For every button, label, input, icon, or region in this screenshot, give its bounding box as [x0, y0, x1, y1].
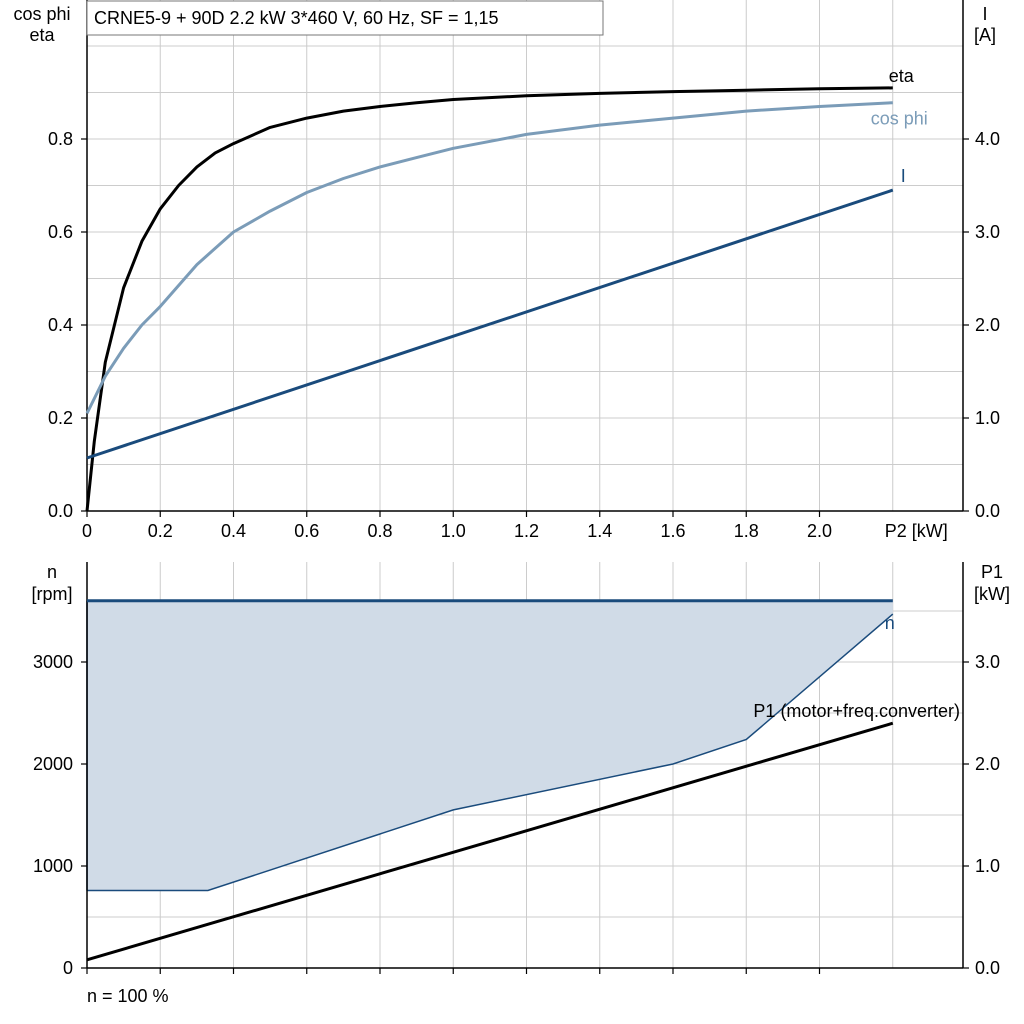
y-tick-label-right: 3.0 — [975, 222, 1000, 242]
x-axis-label: P2 [kW] — [885, 521, 948, 541]
efficiency-current-panel: 0.0 0.2 0.4 0.6 0.8 0.0 1.0 2.0 3.0 4.0 0 0.2 0.4 0.6… — [13, 0, 1000, 541]
y-tick-label-left: 2000 — [33, 754, 73, 774]
y-axis-label-left: [rpm] — [31, 584, 72, 604]
x-tick-label: 0.4 — [221, 521, 246, 541]
x-tick-label: 1.8 — [734, 521, 759, 541]
x-tick-label: 1.4 — [587, 521, 612, 541]
y-tick-label-left: 1000 — [33, 856, 73, 876]
y-axis-label-right: P1 — [981, 562, 1003, 582]
y-axis-label-right: I — [982, 4, 987, 24]
y-tick-label-left: 0.6 — [48, 222, 73, 242]
series-label: cos phi — [871, 109, 928, 129]
x-tick-label: 0.2 — [148, 521, 173, 541]
x-tick-label: 0.8 — [367, 521, 392, 541]
y-tick-label-right: 1.0 — [975, 856, 1000, 876]
series-label: n — [885, 613, 895, 633]
y-axis-label-left: cos phi — [13, 4, 70, 24]
x-tick-label: 2.0 — [807, 521, 832, 541]
title-box — [86, 0, 604, 36]
y-tick-label-left: 0 — [63, 958, 73, 978]
y-tick-label-left: 0.8 — [48, 129, 73, 149]
plot-area — [87, 0, 963, 511]
y-tick-label-right: 1.0 — [975, 408, 1000, 428]
operating-range-lower-bound — [87, 613, 894, 892]
series-line-i — [86, 188, 894, 460]
series-line-cos-phi — [85, 101, 893, 415]
series-label: eta — [889, 66, 915, 86]
x-tick-label: 1.6 — [660, 521, 685, 541]
y-tick-label-right: 0.0 — [975, 958, 1000, 978]
chart-title: CRNE5-9 + 90D 2.2 kW 3*460 V, 60 Hz, SF … — [94, 8, 499, 28]
series-label: P1 (motor+freq.converter) — [753, 701, 960, 721]
y-axis-label-right: [kW] — [974, 584, 1010, 604]
x-tick-label: 1.2 — [514, 521, 539, 541]
y-tick-label-right: 2.0 — [975, 754, 1000, 774]
operating-range-area — [87, 600, 893, 891]
y-tick-label-right: 2.0 — [975, 315, 1000, 335]
y-axis-label-right: [A] — [974, 25, 996, 45]
x-tick-label: 0 — [82, 521, 92, 541]
speed-power-panel: 01000200030000.01.02.03.0n[rpm]P1[kW]nP1… — [31, 562, 1010, 1006]
series-line-p1 — [86, 721, 894, 962]
y-tick-label-right: 4.0 — [975, 129, 1000, 149]
y-tick-label-right: 0.0 — [975, 501, 1000, 521]
y-tick-label-left: 0.4 — [48, 315, 73, 335]
speed-footnote: n = 100 % — [87, 986, 169, 1006]
y-tick-label-left: 0.2 — [48, 408, 73, 428]
x-tick-label: 1.0 — [441, 521, 466, 541]
y-axis-label-left: n — [47, 562, 57, 582]
y-tick-label-left: 3000 — [33, 652, 73, 672]
y-tick-label-right: 3.0 — [975, 652, 1000, 672]
y-tick-label-left: 0.0 — [48, 501, 73, 521]
series-label: I — [901, 166, 906, 186]
series-line-eta — [85, 86, 893, 512]
x-tick-label: 0.6 — [294, 521, 319, 541]
y-axis-label-left: eta — [29, 25, 55, 45]
